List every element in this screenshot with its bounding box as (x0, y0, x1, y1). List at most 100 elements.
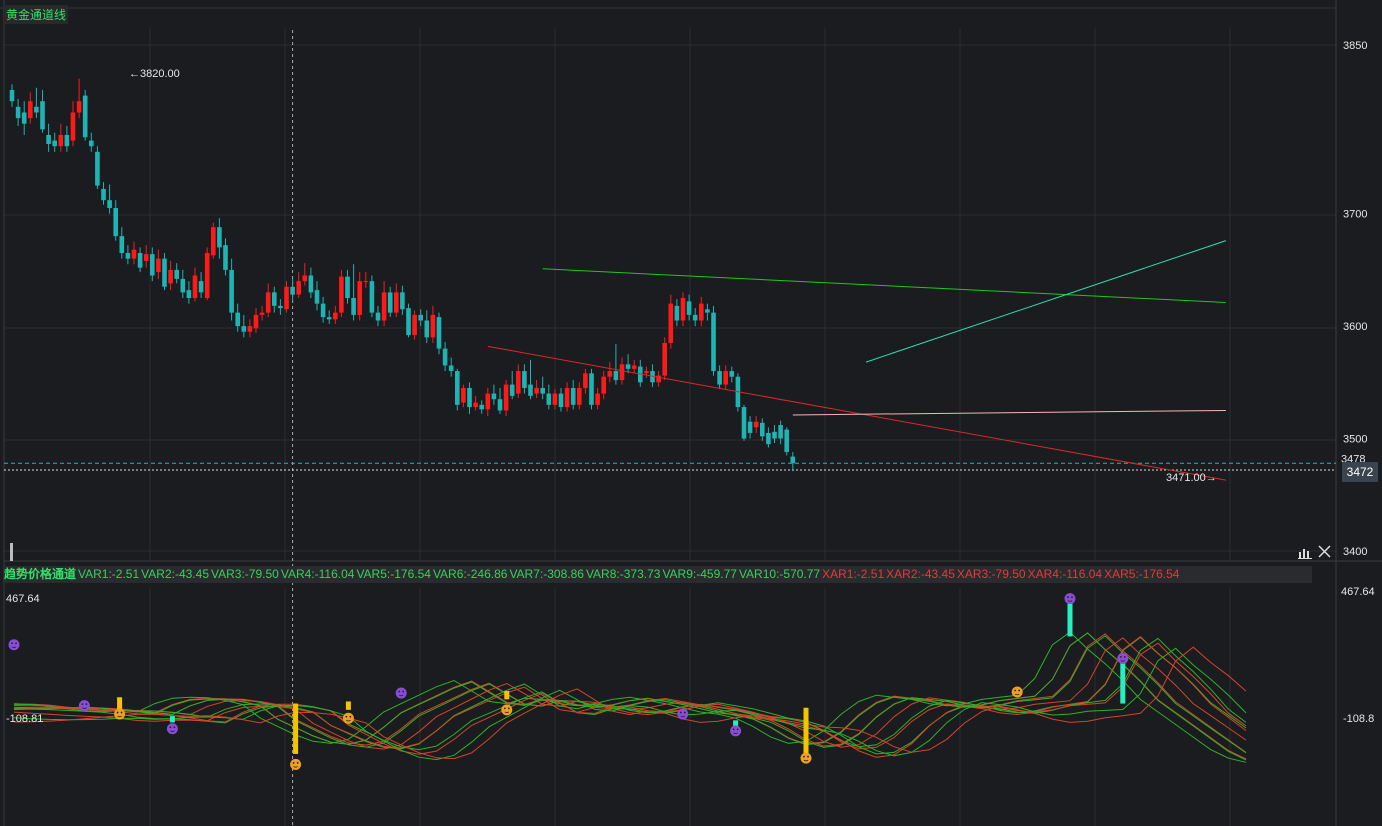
candle-body (64, 134, 70, 147)
candle-body (711, 312, 716, 372)
candle-body (89, 140, 94, 147)
face-mouth (680, 715, 686, 718)
candle (436, 312, 442, 355)
candle (595, 387, 600, 410)
candle-body (229, 269, 234, 313)
indicator-value: VAR7:-308.86 (509, 567, 584, 581)
candle-body (668, 303, 674, 343)
rising-line (865, 240, 1227, 363)
candle-body (284, 286, 289, 310)
candle (52, 132, 57, 152)
candle-body (412, 314, 417, 336)
candle (204, 247, 210, 301)
candle-body (150, 254, 155, 276)
candle-body (631, 365, 637, 369)
face-eye (683, 711, 686, 714)
candle-body (680, 298, 686, 321)
candle-body (302, 275, 308, 282)
candle (375, 305, 381, 327)
candle-body (522, 371, 527, 388)
candle-body (326, 317, 332, 320)
candle (229, 258, 234, 321)
close-icon[interactable] (1318, 545, 1331, 561)
candle (339, 269, 344, 318)
indicator-line (13, 646, 1247, 760)
candle (546, 384, 552, 410)
candle-body (540, 387, 545, 394)
indicator-value: VAR10:-570.77 (738, 567, 821, 581)
candle (125, 245, 131, 265)
candle-body (479, 404, 484, 410)
candle (46, 123, 51, 152)
face-eye (85, 703, 88, 706)
candle (70, 101, 76, 147)
candle (680, 292, 686, 327)
candle-body (442, 348, 448, 366)
indicator-value: VAR1:-2.51 (78, 567, 140, 581)
candle (491, 384, 497, 405)
upper-channel (542, 268, 1226, 303)
candle-body (168, 269, 173, 284)
candle-body (381, 292, 387, 321)
candle-body (198, 281, 204, 293)
candle (357, 272, 362, 321)
candle (528, 359, 533, 400)
candle-body (34, 106, 39, 113)
face-circle (1011, 686, 1023, 698)
candle (674, 299, 680, 327)
candle (302, 263, 308, 286)
candle (28, 92, 33, 124)
indicator-line (13, 637, 1247, 755)
signal-face-icon (166, 723, 178, 735)
candle-body (790, 456, 796, 464)
main-indicator-title[interactable]: 黄金通道线 (4, 5, 69, 24)
indicator-line (13, 631, 1247, 763)
candle-body (235, 312, 240, 327)
indicator-value: XAR3:-79.50 (956, 567, 1026, 581)
candle (644, 366, 649, 378)
indicator-name[interactable]: 趋势价格通道 (4, 567, 77, 581)
face-circle (501, 704, 513, 716)
candle-body (497, 399, 503, 411)
face-circle (1064, 593, 1076, 605)
candle-body (9, 89, 15, 102)
indicator-header: 趋势价格通道 VAR1:-2.51 VAR2:-43.45 VAR3:-79.50 VA… (4, 566, 1312, 583)
face-eye (807, 755, 809, 758)
face-circle (78, 700, 90, 712)
trendlines[interactable] (487, 240, 1227, 481)
candle (101, 182, 106, 205)
candle-body (674, 305, 680, 321)
face-eye (173, 726, 176, 729)
panel-resize-handle[interactable] (10, 543, 13, 561)
candle-body (174, 269, 179, 279)
candle-body (570, 387, 576, 405)
indicator-value: XAR5:-176.54 (1104, 567, 1180, 581)
indicator-values: VAR1:-2.51 VAR2:-43.45 VAR3:-79.50 VAR4:-11… (78, 567, 1181, 581)
candle (760, 418, 765, 441)
candle-body (583, 373, 588, 388)
indicator-value: VAR8:-373.73 (585, 567, 661, 581)
face-mouth (117, 715, 122, 718)
candlestick-series[interactable] (9, 78, 796, 472)
indicator-settings-icon[interactable] (1298, 546, 1312, 562)
candle-body (333, 312, 338, 320)
candle (570, 380, 576, 410)
candle (442, 341, 448, 372)
candle (58, 123, 64, 152)
candle-body (265, 292, 271, 313)
candle-body (619, 364, 625, 381)
candle (503, 380, 509, 417)
indicator-line (13, 635, 1247, 754)
candle-body (491, 393, 497, 400)
candle-body (247, 326, 253, 332)
candle-body (259, 312, 265, 315)
candle (320, 296, 326, 323)
candle-body (125, 253, 131, 259)
candle (705, 303, 710, 321)
candle-body (162, 258, 167, 287)
candle (82, 89, 88, 141)
signal-bar (117, 697, 123, 710)
candle (345, 269, 350, 304)
candle-body (339, 276, 344, 313)
